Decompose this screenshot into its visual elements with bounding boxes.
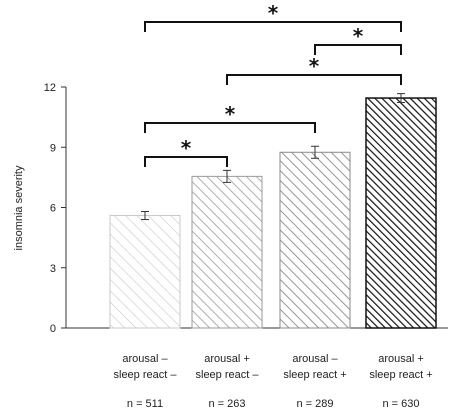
- error-bar: [223, 169, 231, 183]
- bar: [365, 97, 437, 329]
- error-bars: [141, 93, 405, 221]
- error-bar: [141, 211, 149, 221]
- bars: [109, 97, 437, 329]
- sample-size-label: n = 263: [208, 398, 245, 410]
- bar: [279, 151, 351, 329]
- bar: [109, 215, 181, 329]
- category-label: arousal +: [204, 353, 250, 365]
- significance-star: *: [181, 136, 192, 160]
- category-label: sleep react –: [114, 369, 178, 381]
- significance-star: *: [268, 1, 279, 25]
- y-tick-label: 6: [50, 203, 56, 215]
- category-label: arousal +: [378, 353, 424, 365]
- category-label: sleep react +: [369, 369, 432, 381]
- significance-star: *: [309, 54, 320, 78]
- sample-size-label: n = 289: [296, 398, 333, 410]
- bar: [191, 175, 263, 329]
- significance-bracket: *: [144, 102, 316, 133]
- significance-star: *: [353, 24, 364, 48]
- y-tick-label: 12: [44, 82, 56, 94]
- category-labels: arousal – sleep react – n = 511 arousal + sl…: [114, 353, 433, 410]
- category-label: sleep react +: [283, 369, 346, 381]
- significance-bracket: *: [144, 136, 228, 167]
- sample-size-label: n = 630: [382, 398, 419, 410]
- category-label: arousal –: [292, 353, 338, 365]
- y-axis-label: insomnia severity: [13, 165, 25, 250]
- y-tick-label: 3: [50, 263, 56, 275]
- category-label: arousal –: [122, 353, 168, 365]
- sample-size-label: n = 511: [127, 398, 163, 410]
- significance-bracket: *: [144, 1, 402, 32]
- significance-brackets: * * * * *: [144, 1, 402, 167]
- error-bar: [397, 93, 405, 103]
- significance-bracket: *: [314, 24, 402, 55]
- significance-bracket: *: [226, 54, 402, 85]
- y-tick-label: 0: [50, 323, 56, 335]
- significance-star: *: [225, 102, 236, 126]
- error-bar: [311, 145, 319, 159]
- category-label: sleep react –: [196, 369, 260, 381]
- y-tick-label: 9: [50, 142, 56, 154]
